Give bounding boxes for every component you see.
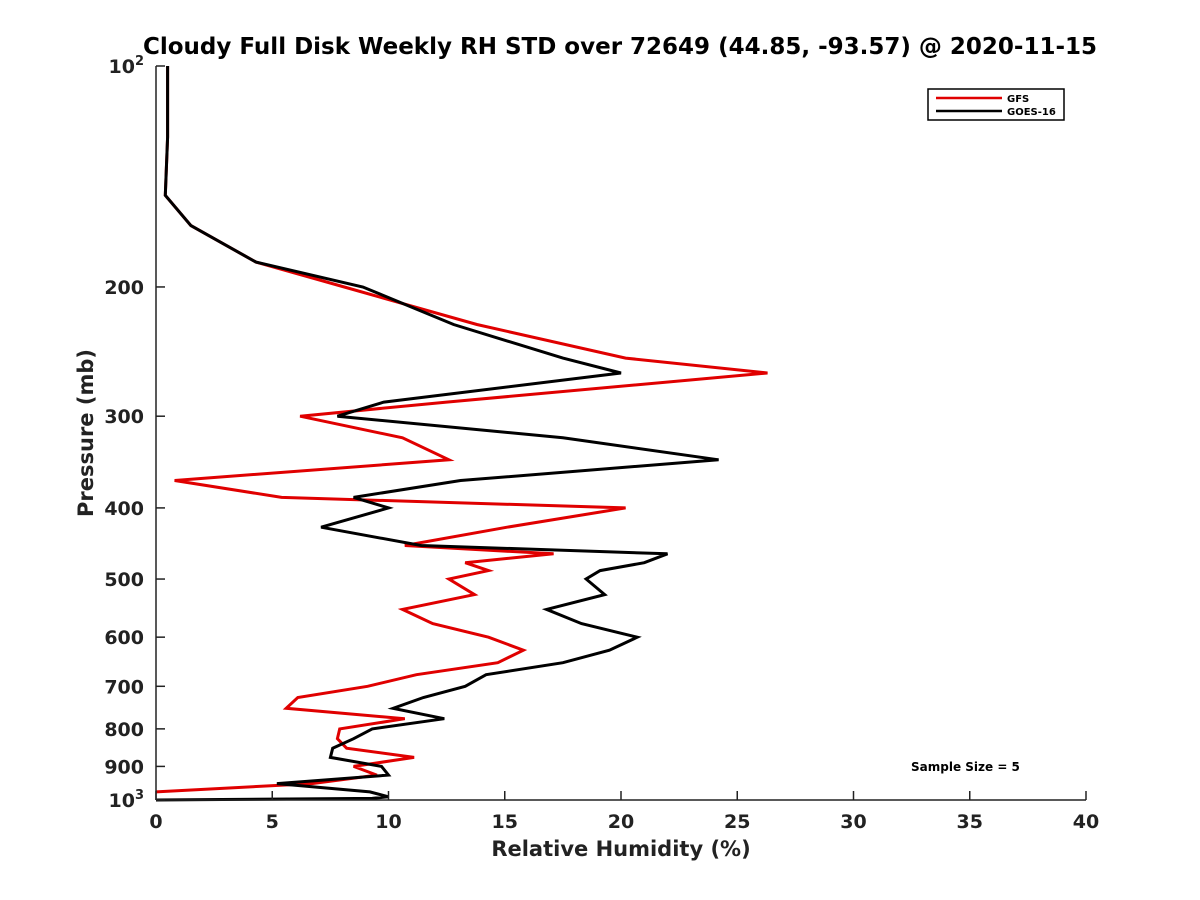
series-line-gfs xyxy=(155,66,768,794)
x-axis-label: Relative Humidity (%) xyxy=(491,837,750,861)
y-tick-label: 102 xyxy=(109,54,145,78)
chart-title: Cloudy Full Disk Weekly RH STD over 7264… xyxy=(143,34,1097,60)
y-tick-label: 103 xyxy=(109,788,145,812)
y-tick-label: 500 xyxy=(104,569,144,591)
y-tick-label: 400 xyxy=(104,498,144,520)
plot-area xyxy=(155,66,768,802)
y-tick-label: 800 xyxy=(104,719,144,741)
legend: GFS GOES-16 xyxy=(927,88,1065,121)
x-tick-label: 0 xyxy=(149,811,162,833)
y-tick-label: 200 xyxy=(104,277,144,299)
x-tick-label: 20 xyxy=(608,811,634,833)
legend-label-goes16: GOES-16 xyxy=(1007,107,1056,118)
y-tick-label: 600 xyxy=(104,627,144,649)
y-tick-label: 900 xyxy=(104,756,144,778)
sample-size-annotation: Sample Size = 5 xyxy=(911,760,1020,774)
x-tick-label: 30 xyxy=(840,811,866,833)
y-tick-label: 300 xyxy=(104,406,144,428)
legend-box xyxy=(927,88,1065,121)
x-tick-label: 40 xyxy=(1073,811,1099,833)
x-tick-label: 10 xyxy=(375,811,401,833)
plot-frame xyxy=(156,66,1086,800)
y-axis-ticks: 102 200 300 400 500 600 700 800 900 103 xyxy=(104,54,165,812)
legend-label-gfs: GFS xyxy=(1007,94,1029,105)
x-tick-label: 15 xyxy=(492,811,518,833)
x-tick-label: 5 xyxy=(266,811,279,833)
x-axis-ticks: 0 5 10 15 20 25 30 35 40 xyxy=(149,791,1099,833)
series-line-goes16 xyxy=(155,66,719,802)
y-tick-label: 700 xyxy=(104,676,144,698)
y-axis-label: Pressure (mb) xyxy=(74,349,98,517)
x-tick-label: 25 xyxy=(724,811,750,833)
x-tick-label: 35 xyxy=(957,811,983,833)
